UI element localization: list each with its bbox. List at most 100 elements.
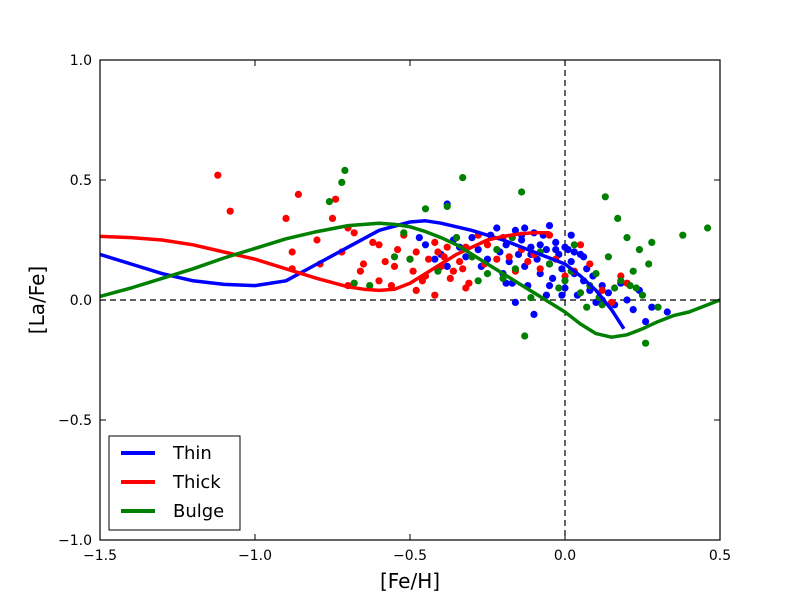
data-point-thin xyxy=(552,238,560,246)
data-point-thick xyxy=(294,190,302,198)
data-point-bulge xyxy=(642,339,650,347)
data-point-thick xyxy=(387,282,395,290)
x-tick-label: −1.5 xyxy=(83,548,117,564)
data-point-bulge xyxy=(527,294,535,302)
data-point-bulge xyxy=(366,282,374,290)
data-point-thin xyxy=(511,226,519,234)
data-point-bulge xyxy=(576,289,585,297)
data-point-thin xyxy=(462,253,470,261)
data-point-thick xyxy=(493,255,501,263)
data-point-thin xyxy=(552,246,560,254)
data-point-thick xyxy=(462,284,470,292)
model-line-thin xyxy=(99,219,626,330)
data-point-thick xyxy=(459,265,467,273)
data-point-thin xyxy=(493,224,501,232)
data-point-thin xyxy=(421,241,430,249)
data-point-bulge xyxy=(654,303,662,311)
data-point-bulge xyxy=(592,270,600,278)
data-point-thick xyxy=(576,241,585,249)
data-point-thick xyxy=(456,258,464,266)
data-point-thin xyxy=(511,298,519,306)
data-point-bulge xyxy=(623,234,631,242)
data-point-thin xyxy=(567,258,575,266)
data-point-thick xyxy=(434,248,442,256)
data-point-bulge xyxy=(679,231,687,239)
data-point-thick xyxy=(288,248,296,256)
data-point-thin xyxy=(558,291,566,299)
data-point-thick xyxy=(425,255,433,263)
data-point-bulge xyxy=(493,246,501,254)
data-point-thin xyxy=(580,253,588,261)
data-point-thick xyxy=(446,274,454,282)
data-point-thick xyxy=(598,286,606,294)
data-point-thin xyxy=(561,284,569,292)
data-point-bulge xyxy=(325,198,333,206)
series-layer xyxy=(99,166,721,347)
data-point-bulge xyxy=(604,253,613,261)
data-point-thick xyxy=(390,262,399,270)
data-point-bulge xyxy=(614,214,622,222)
data-point-thick xyxy=(449,267,457,275)
data-point-bulge xyxy=(601,193,609,201)
data-point-thin xyxy=(542,291,551,299)
data-point-thin xyxy=(474,246,482,254)
legend-label-thick: Thick xyxy=(172,472,221,493)
data-point-bulge xyxy=(626,282,634,290)
data-point-thin xyxy=(536,241,544,249)
data-point-thin xyxy=(468,234,476,242)
data-point-bulge xyxy=(632,284,640,292)
data-point-bulge xyxy=(483,270,492,278)
data-point-bulge xyxy=(635,246,644,254)
data-point-thin xyxy=(545,222,554,230)
model-line-thick xyxy=(99,231,550,293)
data-point-bulge xyxy=(474,277,482,285)
data-point-thick xyxy=(375,277,383,285)
data-point-bulge xyxy=(390,253,399,261)
data-point-thin xyxy=(545,282,554,290)
data-point-thick xyxy=(505,253,513,261)
data-point-bulge xyxy=(645,260,653,268)
data-point-thin xyxy=(415,234,423,242)
data-point-thin xyxy=(443,262,451,270)
data-point-bulge xyxy=(406,255,414,263)
data-point-thick xyxy=(214,171,222,179)
data-point-thin xyxy=(629,306,637,314)
data-point-thick xyxy=(607,298,616,306)
data-point-thick xyxy=(412,248,420,256)
y-tick-label: −1.0 xyxy=(58,533,92,549)
data-point-bulge xyxy=(561,277,569,285)
data-point-thin xyxy=(530,310,538,318)
data-point-thick xyxy=(313,236,321,244)
data-point-thin xyxy=(521,224,529,232)
y-tick-label: 1.0 xyxy=(70,53,92,69)
data-point-bulge xyxy=(452,234,461,242)
reference-lines xyxy=(100,60,720,540)
data-point-thick xyxy=(483,241,492,249)
data-point-bulge xyxy=(443,202,451,210)
data-point-thick xyxy=(412,286,420,294)
data-point-thick xyxy=(443,243,451,251)
y-axis-title: [La/Fe] xyxy=(25,266,49,334)
axis-ticks: −1.5 −1.0 −0.5 0.0 0.5−1.0−0.50.00.51.0 xyxy=(58,53,731,564)
data-point-thin xyxy=(570,248,578,256)
data-point-thin xyxy=(663,308,671,316)
points-bulge xyxy=(325,166,712,347)
data-point-thick xyxy=(536,265,544,273)
data-point-thick xyxy=(359,260,368,268)
data-point-thin xyxy=(642,318,650,326)
data-point-bulge xyxy=(583,303,591,311)
x-tick-label: −1.0 xyxy=(238,548,272,564)
data-point-thin xyxy=(549,274,557,282)
data-point-bulge xyxy=(545,260,554,268)
data-point-bulge xyxy=(400,229,408,237)
legend: Thin Thick Bulge xyxy=(108,435,241,531)
data-point-thick xyxy=(350,229,358,237)
data-point-thin xyxy=(431,255,439,263)
data-point-thick xyxy=(282,214,290,222)
data-point-bulge xyxy=(570,241,578,249)
data-point-bulge xyxy=(611,284,619,292)
data-point-thin xyxy=(604,289,613,297)
data-point-bulge xyxy=(617,277,625,285)
data-point-bulge xyxy=(521,332,529,340)
